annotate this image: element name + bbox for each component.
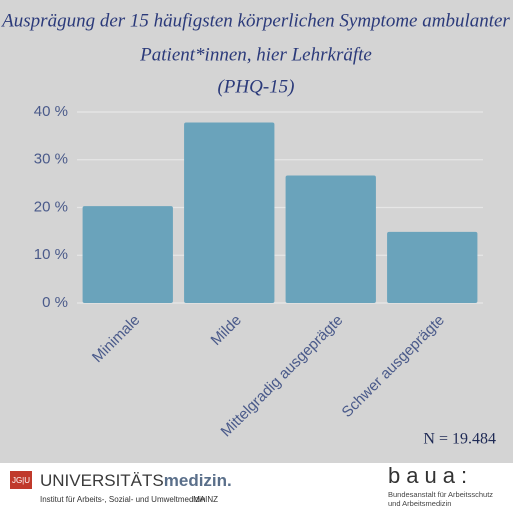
y-tick-label: 0 % [42,294,68,311]
institute: Institut für Arbeits-, Sozial- und Umwel… [40,495,205,504]
city: MAINZ [193,495,218,504]
brand: UNIVERSITÄTSmedizin. [40,471,232,490]
bar [82,206,173,303]
chart-title: Patient*innen, hier Lehrkräfte [139,44,372,65]
y-tick-label: 30 % [34,151,68,168]
baua-logo: baua: [388,463,473,488]
y-tick-label: 10 % [34,246,68,263]
bar [184,122,275,303]
annotation: N = 19.484 [423,431,496,448]
baua-line: Bundesanstalt für Arbeitsschutz [388,490,493,499]
bar [285,175,376,303]
logo-badge [10,471,32,489]
bar [387,231,478,303]
chart-title: Ausprägung der 15 häufigsten körperliche… [0,10,510,31]
brand-plain: UNIVERSITÄTS [40,471,164,490]
footer [0,463,513,513]
logo-badge-text: JG|U [12,476,30,485]
y-tick-label: 40 % [34,103,68,120]
chart-title: (PHQ-15) [217,76,294,97]
baua-line: und Arbeitsmedizin [388,499,451,508]
y-tick-label: 20 % [34,198,68,215]
brand-bold: medizin. [164,471,232,490]
